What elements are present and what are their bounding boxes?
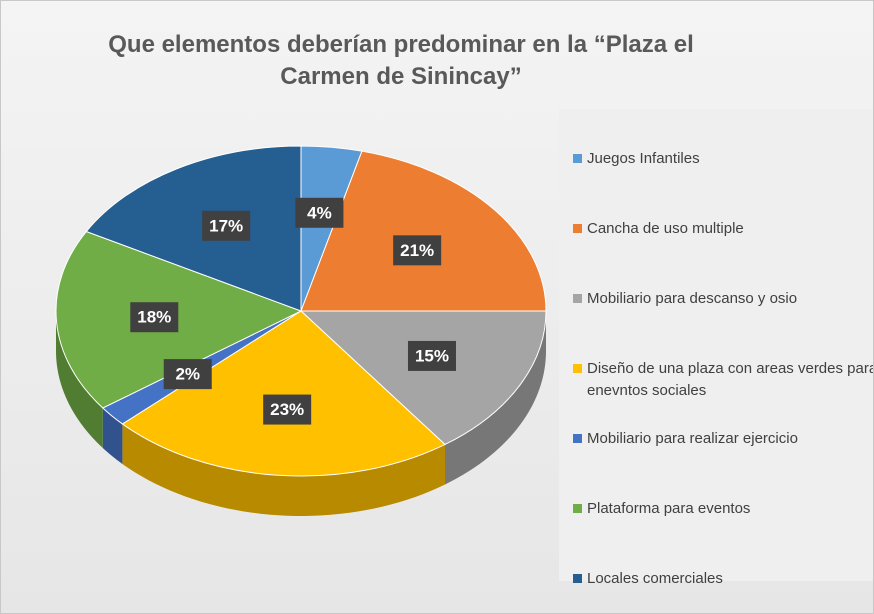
legend-swatch [573, 154, 582, 163]
data-label: 4% [295, 197, 344, 228]
data-label-box [130, 302, 179, 333]
data-label-text: 4% [307, 203, 332, 222]
data-label-text: 21% [400, 241, 434, 260]
data-label: 21% [393, 235, 442, 266]
data-label-box [407, 340, 456, 371]
data-label-box [163, 359, 212, 390]
slice [299, 310, 547, 446]
legend-label: Mobiliario para realizar ejercicio [587, 430, 798, 447]
data-label: 15% [407, 340, 456, 371]
slice [121, 310, 446, 477]
data-label-box [202, 210, 251, 241]
slice-side [102, 407, 123, 464]
slice [85, 145, 302, 312]
legend-label: Cancha de uso multiple [587, 220, 744, 237]
data-label-box [393, 235, 442, 266]
legend-label: Mobiliario para descanso y osio [587, 290, 798, 307]
data-label: 18% [130, 302, 179, 333]
legend-item: Mobiliario para descanso y osio [573, 288, 873, 310]
chart-title: Que elementos deberían predominar en la … [108, 31, 694, 90]
legend-label: Juegos Infantiles [587, 150, 700, 167]
data-label-text: 15% [415, 346, 449, 365]
data-label-box [263, 394, 312, 425]
slice-side [445, 311, 546, 485]
legend-swatch [573, 504, 582, 513]
legend-label: Plataforma para eventos [587, 500, 751, 517]
slice-side [122, 423, 446, 516]
legend-item: Plataforma para eventos [573, 498, 873, 520]
legend-swatch [573, 434, 582, 443]
legend-item: Mobiliario para realizar ejercicio [573, 428, 873, 450]
legend-item: Locales comerciales [573, 568, 873, 590]
data-label-text: 18% [137, 308, 171, 327]
legend [559, 109, 873, 581]
legend-swatch [573, 224, 582, 233]
legend-item: Diseño de una plaza con areas verdes par… [573, 358, 874, 402]
data-label: 23% [263, 394, 312, 425]
data-label-box [295, 197, 344, 228]
legend-item: Cancha de uso multiple [573, 218, 873, 240]
legend-label: Diseño de una plaza con areas verdes par… [587, 360, 874, 399]
data-label-text: 17% [209, 216, 243, 235]
legend-swatch [573, 294, 582, 303]
data-label-text: 2% [175, 365, 200, 384]
data-label: 2% [163, 359, 212, 390]
slice [55, 230, 303, 409]
legend-swatch [573, 574, 582, 583]
legend-swatch [573, 364, 582, 373]
legend-label: Locales comerciales [587, 570, 723, 587]
slice-side [56, 311, 103, 448]
data-label: 17% [202, 210, 251, 241]
legend-item: Juegos Infantiles [573, 148, 873, 170]
slice [300, 150, 547, 312]
data-label-text: 23% [270, 400, 304, 419]
